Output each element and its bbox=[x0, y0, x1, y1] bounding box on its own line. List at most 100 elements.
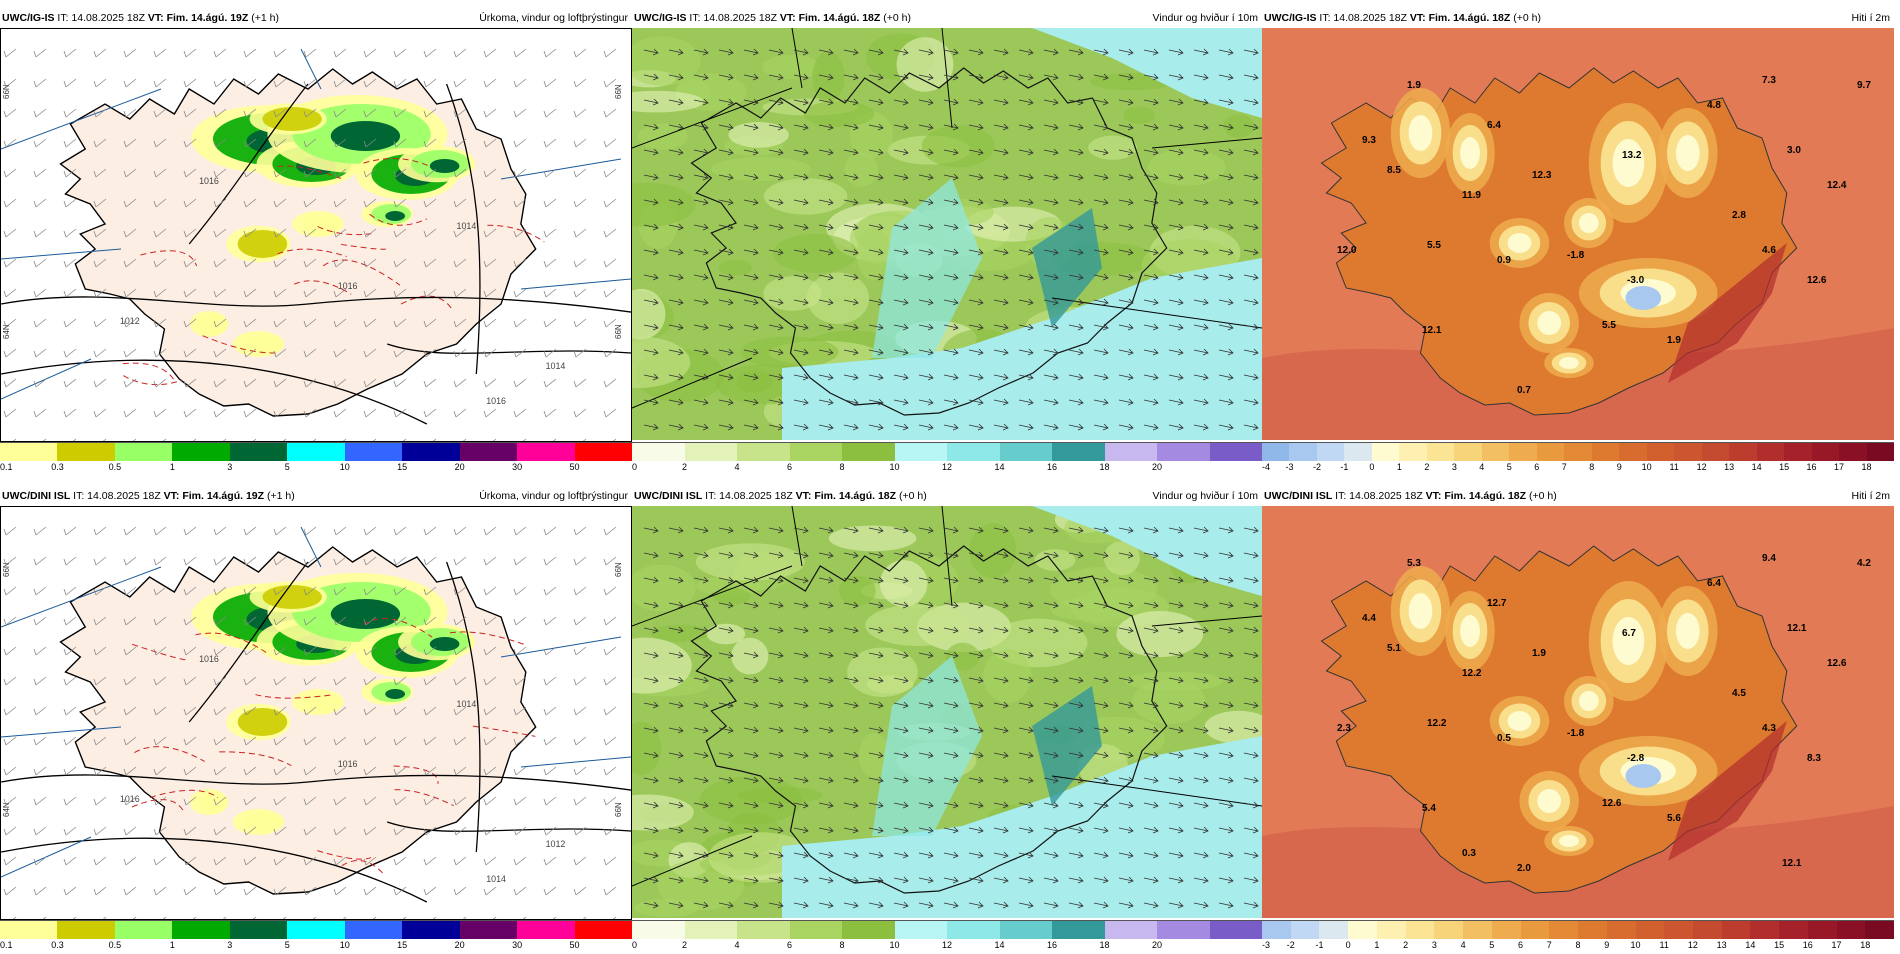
wind-speed-area bbox=[844, 152, 879, 187]
wind-arrow bbox=[1243, 676, 1259, 684]
wind-barb bbox=[333, 526, 347, 536]
wind-map[interactable] bbox=[632, 506, 1262, 918]
wind-arrow bbox=[893, 123, 909, 131]
precip-map[interactable]: 1016 1014 1016 1012 1016 1014 66N 66N 66N 64N bbox=[0, 506, 632, 920]
wind-barb bbox=[124, 438, 137, 441]
wind-barb bbox=[183, 586, 197, 596]
wind-barb bbox=[393, 826, 407, 836]
wind-speed-area bbox=[1204, 710, 1262, 744]
wind-barb bbox=[543, 676, 557, 686]
precip-map[interactable]: 1016 1014 1016 1014 1012 1016 66N 66N 66N 64N bbox=[0, 28, 632, 442]
wind-barb bbox=[423, 228, 437, 238]
wind-barb bbox=[93, 766, 107, 776]
wind-barb bbox=[213, 706, 227, 716]
wind-barb bbox=[33, 796, 47, 806]
panel-title: Úrkoma, vindur og loftþrýstingur bbox=[479, 490, 628, 502]
wind-barb bbox=[153, 766, 167, 776]
wind-speed-area bbox=[711, 157, 812, 181]
wind-arrow bbox=[868, 826, 884, 834]
wind-barb bbox=[184, 916, 197, 919]
wind-barb bbox=[543, 408, 557, 418]
wind-barb bbox=[453, 766, 467, 776]
wind-barb bbox=[153, 378, 167, 388]
wind-arrow bbox=[1118, 801, 1134, 809]
wind-barb bbox=[243, 646, 257, 656]
wind-arrow bbox=[868, 48, 884, 56]
wind-barb bbox=[153, 138, 167, 148]
colorbar-tick-label: 50 bbox=[569, 940, 580, 950]
wind-barb bbox=[514, 438, 527, 441]
wind-arrow bbox=[743, 626, 759, 634]
lead-time: (+1 h) bbox=[266, 490, 295, 502]
wind-arrow bbox=[943, 526, 959, 534]
wind-barb bbox=[154, 438, 167, 441]
wind-barb bbox=[123, 586, 137, 596]
wind-arrow bbox=[943, 751, 959, 759]
wind-barb bbox=[394, 916, 407, 919]
wind-arrow bbox=[743, 901, 759, 909]
temp-cold-area bbox=[1625, 764, 1662, 788]
model-name: UWC/DINI ISL bbox=[1264, 490, 1333, 502]
colorbar-tick-label: 18 bbox=[1099, 940, 1110, 950]
colorbar-tick-label: 12 bbox=[941, 462, 953, 472]
wind-arrow bbox=[1093, 98, 1109, 106]
wind-arrow bbox=[693, 751, 709, 759]
wind-arrow bbox=[718, 248, 734, 256]
wind-arrow bbox=[1018, 148, 1034, 156]
temperature-map[interactable]: 4.2 9.4 5.3 6.4 4.4 12.7 12.1 5.1 1.9 6.7 12.6 12.2… bbox=[1262, 506, 1894, 918]
temperature-map[interactable]: 9.7 7.3 1.9 4.8 9.3 6.4 3.0 8.5 12.3 13.2 12.4 11.9… bbox=[1262, 28, 1894, 440]
wind-arrow bbox=[1243, 601, 1259, 609]
wind-barb bbox=[423, 378, 437, 388]
wind-arrow bbox=[718, 551, 734, 559]
wind-barb bbox=[273, 138, 287, 148]
wind-arrow bbox=[1243, 751, 1259, 759]
wind-arrow bbox=[918, 701, 934, 709]
isobar bbox=[1, 837, 428, 903]
wind-arrow bbox=[1168, 98, 1184, 106]
wind-barb bbox=[513, 526, 527, 536]
wind-barb bbox=[573, 796, 587, 806]
wind-arrow bbox=[943, 851, 959, 859]
wind-arrow bbox=[643, 148, 659, 156]
graticule-line bbox=[500, 636, 622, 658]
wind-barb bbox=[423, 586, 437, 596]
wind-barb bbox=[483, 526, 497, 536]
temperature-contour bbox=[363, 158, 430, 167]
colorbar-swatch bbox=[1664, 921, 1694, 939]
wind-arrow bbox=[1018, 801, 1034, 809]
colorbar-tick-label: 2 bbox=[681, 462, 688, 472]
wind-barb bbox=[483, 108, 497, 118]
wind-barb bbox=[483, 138, 497, 148]
wind-arrow bbox=[1143, 526, 1159, 534]
wind-barb bbox=[183, 108, 197, 118]
wind-barb bbox=[333, 556, 347, 566]
wind-arrow bbox=[768, 801, 784, 809]
wind-barb bbox=[363, 138, 377, 148]
wind-arrow bbox=[1193, 601, 1209, 609]
wind-barb bbox=[303, 826, 317, 836]
wind-arrow bbox=[1168, 173, 1184, 181]
wind-arrow bbox=[943, 148, 959, 156]
temp-contour-area bbox=[1559, 835, 1579, 847]
wind-barb bbox=[93, 526, 107, 536]
wind-barb bbox=[333, 408, 347, 418]
wind-barb bbox=[483, 408, 497, 418]
wind-barb bbox=[63, 766, 77, 776]
wind-arrow bbox=[868, 248, 884, 256]
wind-arrow bbox=[768, 148, 784, 156]
wind-arrow bbox=[793, 48, 809, 56]
wind-arrow bbox=[668, 551, 684, 559]
wind-barb bbox=[123, 258, 137, 268]
wind-speed-area bbox=[1088, 135, 1138, 160]
wind-map[interactable] bbox=[632, 28, 1262, 440]
panel-header: UWC/DINI ISL IT: 14.08.2025 18Z VT: Fim.… bbox=[0, 488, 632, 504]
wind-barb bbox=[393, 378, 407, 388]
wind-arrow bbox=[743, 98, 759, 106]
wind-arrow bbox=[793, 876, 809, 884]
wind-barb bbox=[364, 916, 377, 919]
colorbar-swatch bbox=[1209, 443, 1262, 461]
wind-barb bbox=[393, 258, 407, 268]
wind-barb bbox=[393, 348, 407, 358]
wind-arrow bbox=[993, 576, 1009, 584]
